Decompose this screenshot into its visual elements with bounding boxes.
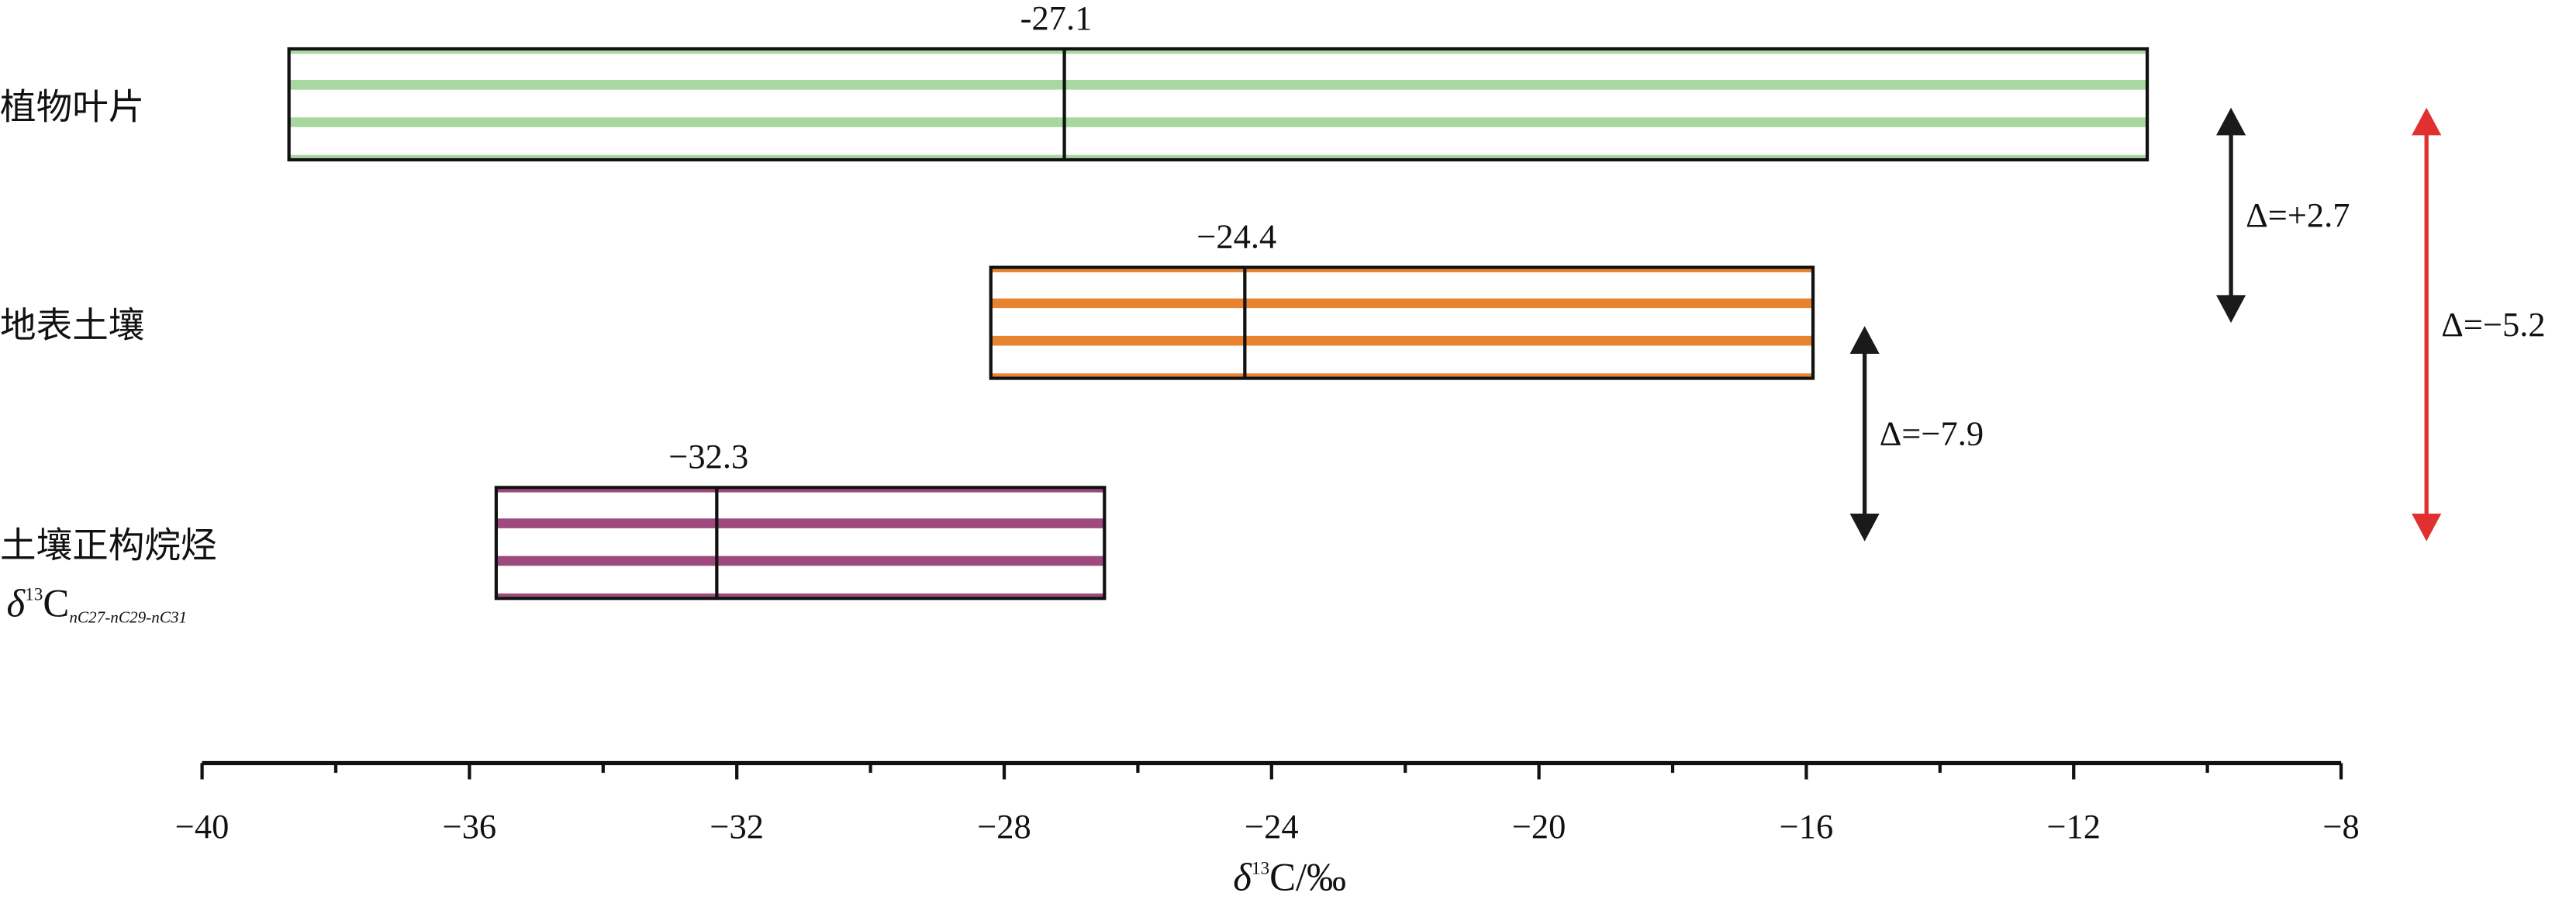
x-tick-label: −16 [1780, 808, 1834, 846]
range-bar [989, 265, 1815, 380]
x-tick-label: −24 [1245, 808, 1299, 846]
label-symbol: δ [1233, 856, 1252, 899]
bar-fill [496, 487, 1105, 599]
mean-label: −32.3 [668, 438, 748, 476]
delta-annotation: Δ=+2.7 [2246, 196, 2350, 234]
range-bar [287, 47, 2150, 162]
range-bar [494, 486, 1107, 601]
category-note: δ13CnC27-nC29-nC31 [6, 582, 187, 627]
arrow-head [1849, 326, 1880, 355]
note-base: C [43, 582, 69, 625]
label-base: C/‰ [1269, 856, 1346, 899]
bar-border [287, 47, 2150, 162]
x-tick-label: −40 [175, 808, 230, 846]
arrow-head [1849, 513, 1880, 542]
x-tick-label: −20 [1512, 808, 1566, 846]
arrow-head [2216, 107, 2246, 136]
category-label: 植物叶片 [0, 86, 144, 128]
category-label: 地表土壤 [0, 304, 144, 346]
note-subscript: nC27-nC29-nC31 [69, 608, 187, 627]
label-superscript: 13 [1252, 858, 1269, 878]
mean-label: -27.1 [1020, 0, 1093, 37]
bar-border [989, 265, 1815, 380]
delta-annotation: Δ=−5.2 [2441, 306, 2545, 344]
note-symbol: δ [6, 582, 26, 625]
arrow-head [2412, 107, 2442, 136]
arrow-head [2216, 295, 2246, 324]
category-label: 土壤正构烷烃 [0, 524, 217, 566]
x-tick-label: −28 [977, 808, 1031, 846]
arrow-head [2412, 513, 2442, 542]
note-superscript: 13 [25, 584, 43, 604]
x-tick-label: −32 [710, 808, 764, 846]
x-tick-label: −36 [443, 808, 497, 846]
x-tick-label: −8 [2322, 808, 2359, 846]
x-tick-label: −12 [2046, 808, 2101, 846]
bar-border [494, 486, 1107, 601]
delta-annotation: Δ=−7.9 [1880, 415, 1984, 453]
bar-fill [990, 267, 1814, 379]
bar-fill [288, 49, 2148, 160]
mean-label: −24.4 [1196, 218, 1276, 256]
x-axis-label: δ13C/‰ [1233, 856, 1346, 899]
